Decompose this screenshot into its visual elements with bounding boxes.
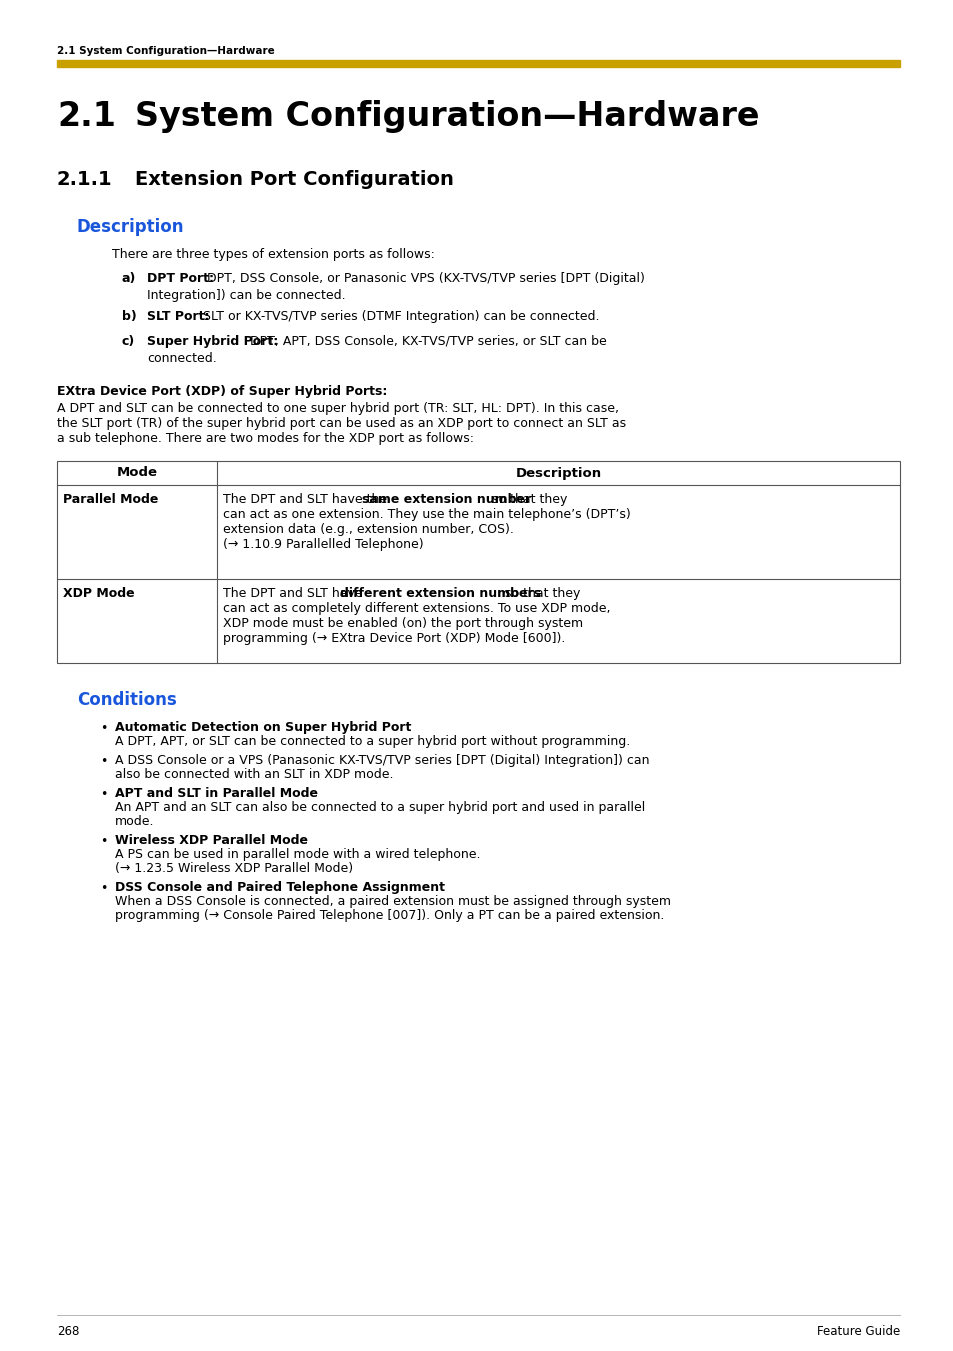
Text: Integration]) can be connected.: Integration]) can be connected. [147, 289, 345, 303]
Text: DPT, APT, DSS Console, KX-TVS/TVP series, or SLT can be: DPT, APT, DSS Console, KX-TVS/TVP series… [246, 335, 606, 349]
Text: Automatic Detection on Super Hybrid Port: Automatic Detection on Super Hybrid Port [115, 721, 411, 734]
Text: SLT or KX-TVS/TVP series (DTMF Integration) can be connected.: SLT or KX-TVS/TVP series (DTMF Integrati… [199, 309, 598, 323]
Text: Conditions: Conditions [77, 690, 176, 709]
Text: Extension Port Configuration: Extension Port Configuration [135, 170, 454, 189]
Text: SLT Port:: SLT Port: [147, 309, 210, 323]
Text: can act as one extension. They use the main telephone’s (DPT’s): can act as one extension. They use the m… [223, 508, 630, 521]
Text: Description: Description [515, 466, 601, 480]
Text: XDP Mode: XDP Mode [63, 586, 134, 600]
Text: There are three types of extension ports as follows:: There are three types of extension ports… [112, 249, 435, 261]
Text: (→ 1.23.5 Wireless XDP Parallel Mode): (→ 1.23.5 Wireless XDP Parallel Mode) [115, 862, 353, 875]
Text: 2.1 System Configuration—Hardware: 2.1 System Configuration—Hardware [57, 46, 274, 55]
Text: same extension number: same extension number [361, 493, 531, 507]
Text: A DPT, APT, or SLT can be connected to a super hybrid port without programming.: A DPT, APT, or SLT can be connected to a… [115, 735, 630, 748]
Text: connected.: connected. [147, 353, 216, 365]
Text: can act as completely different extensions. To use XDP mode,: can act as completely different extensio… [223, 603, 610, 615]
Text: APT and SLT in Parallel Mode: APT and SLT in Parallel Mode [115, 788, 317, 800]
Text: XDP mode must be enabled (on) the port through system: XDP mode must be enabled (on) the port t… [223, 617, 582, 630]
Text: •: • [100, 755, 108, 767]
Text: When a DSS Console is connected, a paired extension must be assigned through sys: When a DSS Console is connected, a paire… [115, 894, 670, 908]
Text: programming (→ Console Paired Telephone [007]). Only a PT can be a paired extens: programming (→ Console Paired Telephone … [115, 909, 663, 921]
Text: EXtra Device Port (XDP) of Super Hybrid Ports:: EXtra Device Port (XDP) of Super Hybrid … [57, 385, 387, 399]
Text: A DSS Console or a VPS (Panasonic KX-TVS/TVP series [DPT (Digital) Integration]): A DSS Console or a VPS (Panasonic KX-TVS… [115, 754, 649, 767]
Text: System Configuration—Hardware: System Configuration—Hardware [135, 100, 759, 132]
Text: c): c) [122, 335, 135, 349]
Text: a): a) [122, 272, 136, 285]
Text: DPT Port:: DPT Port: [147, 272, 213, 285]
Text: Mode: Mode [116, 466, 157, 480]
Text: extension data (e.g., extension number, COS).: extension data (e.g., extension number, … [223, 523, 514, 536]
Text: also be connected with an SLT in XDP mode.: also be connected with an SLT in XDP mod… [115, 767, 393, 781]
Text: programming (→ EXtra Device Port (XDP) Mode [600]).: programming (→ EXtra Device Port (XDP) M… [223, 632, 565, 644]
Text: •: • [100, 835, 108, 848]
Text: mode.: mode. [115, 815, 154, 828]
Text: •: • [100, 788, 108, 801]
Text: Parallel Mode: Parallel Mode [63, 493, 158, 507]
Text: The DPT and SLT have: The DPT and SLT have [223, 586, 366, 600]
Text: 268: 268 [57, 1325, 79, 1337]
Text: Feature Guide: Feature Guide [816, 1325, 899, 1337]
Text: Wireless XDP Parallel Mode: Wireless XDP Parallel Mode [115, 834, 308, 847]
Text: so that they: so that they [500, 586, 579, 600]
Text: Super Hybrid Port:: Super Hybrid Port: [147, 335, 278, 349]
Text: An APT and an SLT can also be connected to a super hybrid port and used in paral: An APT and an SLT can also be connected … [115, 801, 644, 815]
Text: A PS can be used in parallel mode with a wired telephone.: A PS can be used in parallel mode with a… [115, 848, 480, 861]
Text: so that they: so that they [488, 493, 567, 507]
Text: •: • [100, 882, 108, 894]
Text: 2.1.1: 2.1.1 [57, 170, 112, 189]
Text: A DPT and SLT can be connected to one super hybrid port (TR: SLT, HL: DPT). In t: A DPT and SLT can be connected to one su… [57, 403, 618, 415]
Text: •: • [100, 721, 108, 735]
Bar [57, 59, 899, 68]
Text: (→ 1.10.9 Parallelled Telephone): (→ 1.10.9 Parallelled Telephone) [223, 538, 423, 551]
Text: the SLT port (TR) of the super hybrid port can be used as an XDP port to connect: the SLT port (TR) of the super hybrid po… [57, 417, 625, 430]
Text: Description: Description [77, 218, 184, 236]
Text: different extension numbers: different extension numbers [339, 586, 540, 600]
Text: DSS Console and Paired Telephone Assignment: DSS Console and Paired Telephone Assignm… [115, 881, 444, 894]
Text: b): b) [122, 309, 136, 323]
Bar [57, 461, 899, 663]
Text: a sub telephone. There are two modes for the XDP port as follows:: a sub telephone. There are two modes for… [57, 432, 474, 444]
Text: DPT, DSS Console, or Panasonic VPS (KX-TVS/TVP series [DPT (Digital): DPT, DSS Console, or Panasonic VPS (KX-T… [203, 272, 644, 285]
Text: The DPT and SLT have the: The DPT and SLT have the [223, 493, 391, 507]
Text: 2.1: 2.1 [57, 100, 115, 132]
